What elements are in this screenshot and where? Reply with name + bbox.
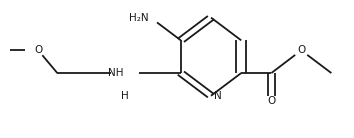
Text: H₂N: H₂N [129, 13, 149, 23]
Text: H: H [121, 91, 129, 101]
Text: O: O [267, 96, 275, 106]
Text: N: N [215, 91, 222, 101]
Text: O: O [34, 45, 42, 55]
Text: NH: NH [108, 68, 123, 78]
Text: O: O [297, 45, 305, 55]
